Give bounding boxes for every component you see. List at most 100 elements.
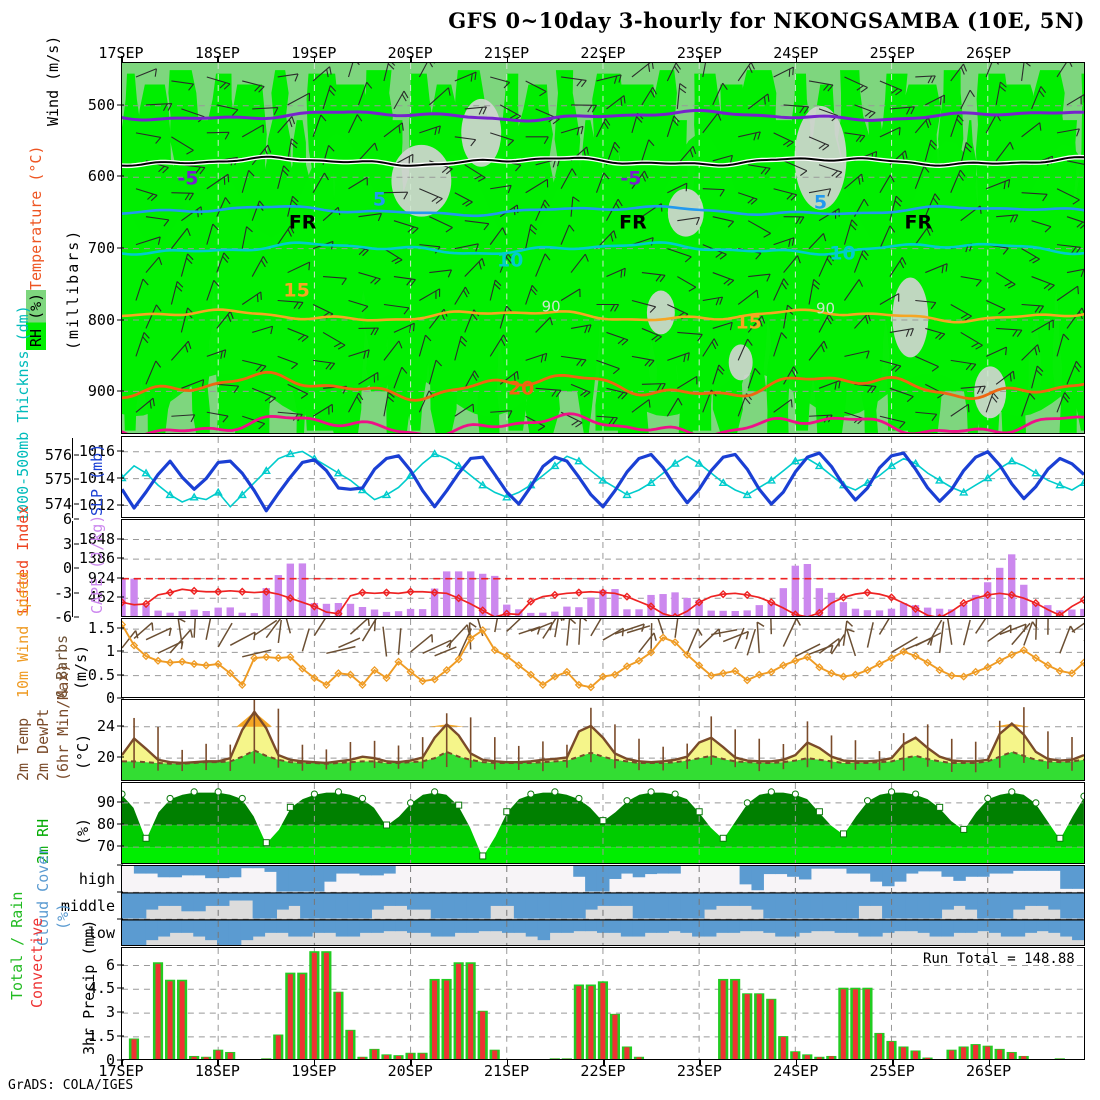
date-tick-top — [603, 56, 605, 62]
upper-air-ytick: 500 — [87, 95, 115, 114]
cloud-cover-units-label: (%) — [54, 902, 72, 930]
precip-axis-label: 3hr Precip (mm) — [80, 919, 98, 1055]
page-title: GFS 0~10day 3-hourly for NKONGSAMBA (10E… — [448, 8, 1085, 33]
date-label-top-23SEP: 23SEP — [676, 44, 722, 62]
precip-ytick: 1.5 — [87, 1027, 115, 1046]
date-tick-top — [313, 56, 316, 62]
cape-li-plot[interactable] — [122, 520, 1084, 617]
rh2m-ytick: 80 — [96, 815, 115, 834]
slp-thickness-plot[interactable] — [122, 437, 1084, 518]
date-label-top-17SEP: 17SEP — [98, 44, 144, 62]
date-label-top-20SEP: 20SEP — [387, 44, 433, 62]
cloud-cover-plot[interactable] — [122, 866, 1084, 946]
thickness-ytick: 576 — [44, 446, 72, 465]
date-tick-bottom — [121, 1060, 123, 1066]
grads-credit: GrADS: COLA/IGES — [8, 1078, 134, 1093]
rh2m-ytick-dash — [117, 801, 124, 803]
temp2m-plot[interactable] — [122, 700, 1084, 781]
wind10m-ytick: 0 — [105, 689, 115, 707]
cape-ytick-dash — [117, 596, 124, 598]
cloud-row-label-low: low — [87, 923, 115, 942]
date-label-bottom-26SEP: 26SEP — [966, 1062, 1012, 1080]
cape-ytick-dash — [117, 538, 124, 540]
temp2m-ytick-dash — [117, 725, 124, 727]
upper-air-ytick-dash — [117, 319, 124, 321]
date-tick-top — [795, 56, 798, 62]
upper-air-ytick-dash — [117, 104, 124, 106]
precip-ytick-dash — [117, 1035, 124, 1037]
panel-wind-10m — [121, 618, 1085, 698]
upper-air-ytick: 600 — [87, 167, 115, 186]
date-label-top-25SEP: 25SEP — [869, 44, 915, 62]
cape-ytick-dash — [117, 577, 124, 579]
lifted-index-ytick-dash — [74, 543, 79, 544]
date-tick-top — [892, 56, 894, 62]
precip-total-label: Total / Rain — [8, 891, 26, 1000]
date-label-bottom-21SEP: 21SEP — [484, 1062, 530, 1080]
lifted-index-axis-bracket — [72, 521, 73, 617]
date-tick-top — [410, 56, 412, 62]
temp2m-minmax-label: (6hr Min/Max) — [54, 663, 72, 781]
lifted-index-ytick-dash — [74, 592, 79, 593]
panel-temp-dewpt-2m — [121, 699, 1085, 781]
slp-ytick-dash — [117, 477, 124, 479]
temp2m-ytick-dash — [117, 756, 124, 758]
thickness-ytick: 574 — [44, 494, 72, 513]
svg-text:10: 10 — [829, 243, 855, 265]
wind10m-ytick-dash — [117, 697, 124, 699]
cloud-row-tick — [117, 918, 123, 920]
precip-ytick-dash — [117, 1059, 124, 1061]
precip-ytick: 6 — [105, 955, 115, 974]
temp2m-units-label: (°C) — [74, 733, 92, 770]
precip-convective-label: Convective — [28, 917, 46, 1008]
svg-text:90: 90 — [816, 299, 835, 317]
precip-plot[interactable] — [122, 948, 1084, 1060]
slp-ytick: 1016 — [78, 441, 115, 460]
date-label-bottom-22SEP: 22SEP — [580, 1062, 626, 1080]
svg-text:5: 5 — [814, 192, 827, 214]
dewpt2m-label: 2m DewPt — [34, 708, 52, 781]
upper-air-pressure-axis-label: (millibars) — [64, 228, 82, 350]
svg-text:FR: FR — [905, 212, 933, 234]
precip-ytick-dash — [117, 964, 124, 965]
slp-ytick: 1012 — [78, 495, 115, 514]
panel-cloud-cover — [121, 865, 1085, 946]
date-label-bottom-19SEP: 19SEP — [291, 1062, 337, 1080]
slp-label: SLP (mb) — [88, 443, 106, 516]
upper-air-plot[interactable]: -5 -5 FR FR FR 5 5 10 10 15 15 20 90 90 — [122, 63, 1084, 434]
cloud-row-label-high: high — [78, 869, 115, 888]
svg-text:90: 90 — [542, 297, 561, 315]
thickness-ytick: 575 — [44, 470, 72, 489]
rh2m-plot[interactable] — [122, 783, 1084, 864]
svg-text:5: 5 — [373, 189, 386, 211]
date-label-top-21SEP: 21SEP — [484, 44, 530, 62]
lifted-index-ytick: 3 — [62, 534, 72, 553]
date-label-top-24SEP: 24SEP — [773, 44, 819, 62]
svg-text:15: 15 — [735, 311, 761, 333]
upper-air-ytick: 700 — [87, 239, 115, 257]
upper-air-ytick: 900 — [87, 382, 115, 401]
lifted-index-ytick: -3 — [53, 583, 72, 602]
date-tick-top — [217, 56, 219, 62]
date-label-bottom-20SEP: 20SEP — [387, 1062, 433, 1080]
panel-rh-2m — [121, 782, 1085, 864]
panel-cape-lifted-index — [121, 519, 1085, 617]
date-label-bottom-17SEP: 17SEP — [98, 1062, 144, 1080]
panel-precip — [121, 947, 1085, 1060]
precip-ytick: 3 — [105, 1003, 115, 1022]
cape-label: CAPE (J/kg) — [88, 514, 106, 614]
upper-air-ytick: 800 — [87, 310, 115, 329]
wind10m-plot[interactable] — [122, 619, 1084, 698]
temp2m-ytick: 20 — [96, 748, 115, 767]
slp-ytick-dash — [117, 504, 124, 506]
temp2m-ytick: 24 — [96, 716, 115, 735]
lifted-index-ytick: 6 — [62, 510, 72, 528]
date-label-bottom-23SEP: 23SEP — [676, 1062, 722, 1080]
date-tick-bottom — [603, 1060, 605, 1066]
cloud-row-tick — [117, 864, 123, 866]
upper-air-wind-label: Wind (m/s) — [44, 35, 62, 126]
lifted-index-ytick-dash — [74, 567, 79, 569]
slp-ytick-dash — [117, 450, 124, 452]
date-tick-bottom — [313, 1060, 316, 1066]
date-label-bottom-18SEP: 18SEP — [194, 1062, 240, 1080]
